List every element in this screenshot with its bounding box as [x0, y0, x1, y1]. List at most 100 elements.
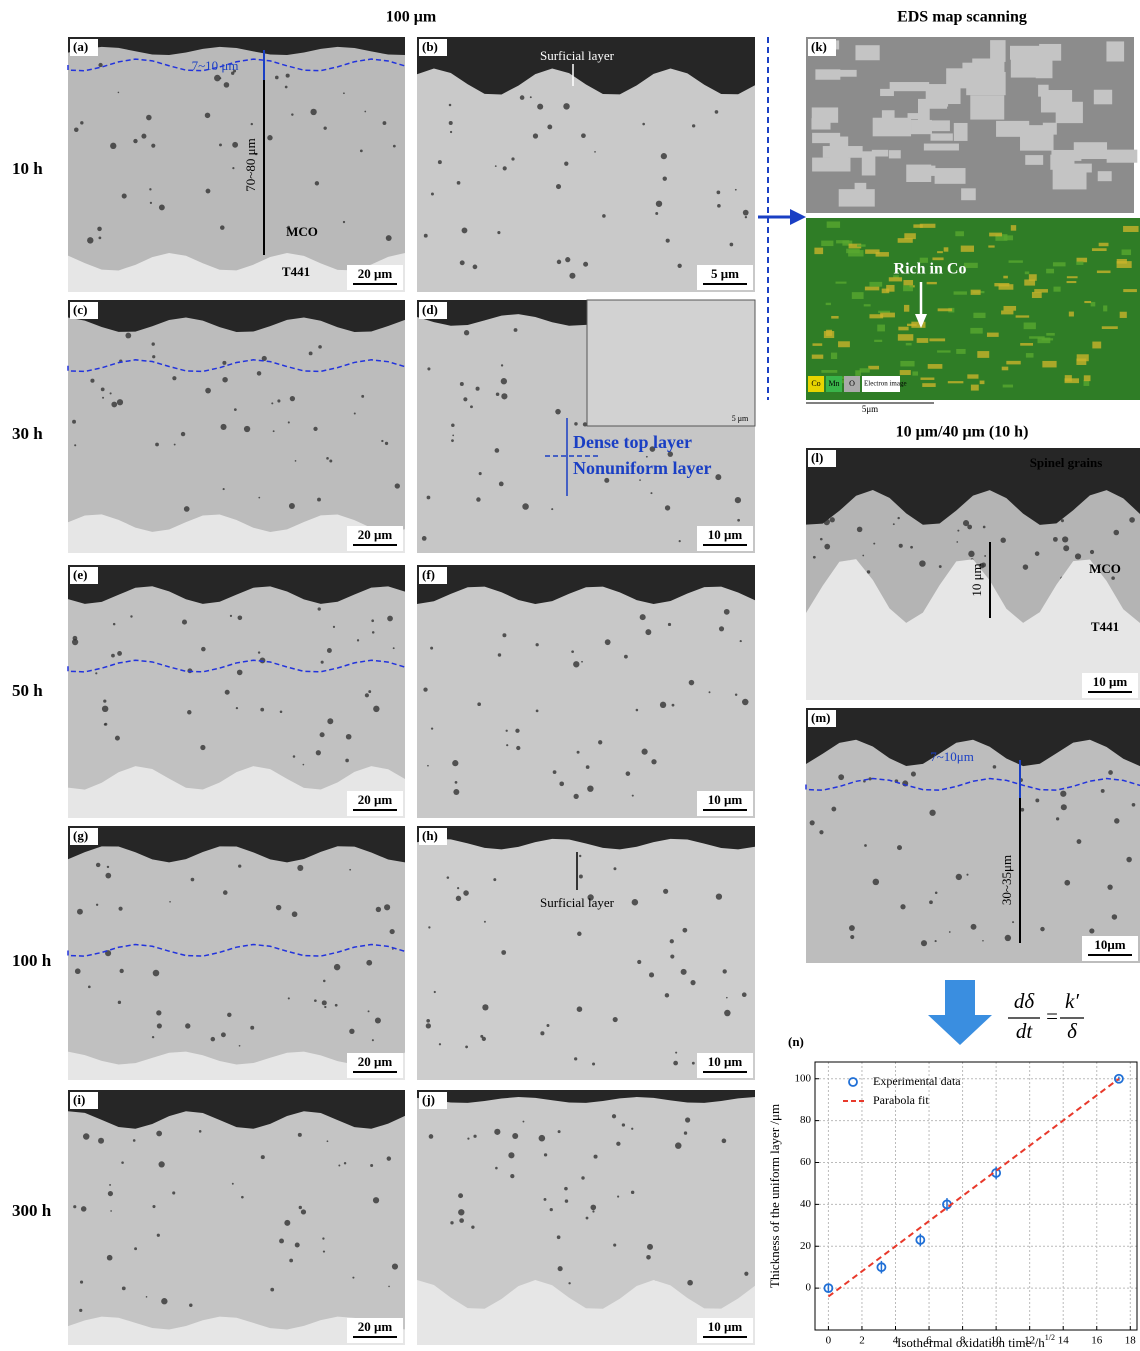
- pore: [102, 397, 104, 399]
- annotation: Surficial layer: [540, 895, 615, 910]
- pore: [1113, 530, 1119, 536]
- pore: [1075, 553, 1081, 559]
- phase: [924, 144, 959, 151]
- pore: [737, 519, 740, 522]
- pore: [1107, 884, 1112, 889]
- pore: [982, 940, 984, 942]
- pore: [458, 1193, 463, 1198]
- pore: [949, 931, 951, 933]
- co-rich: [906, 343, 912, 346]
- pore: [501, 364, 503, 366]
- x-axis-label-sup: 1/2: [1045, 1333, 1055, 1342]
- pore: [536, 643, 539, 646]
- pore: [555, 409, 561, 415]
- co-rich: [954, 291, 967, 294]
- pore: [349, 869, 351, 871]
- pore: [640, 614, 646, 620]
- pore: [152, 342, 155, 345]
- pore: [236, 707, 238, 709]
- pore: [344, 1162, 346, 1164]
- pore: [98, 1138, 104, 1144]
- pore: [692, 124, 695, 127]
- pore: [104, 723, 107, 726]
- pore: [267, 135, 272, 140]
- pore: [546, 1024, 549, 1027]
- panel-label: (d): [422, 302, 438, 317]
- pore: [484, 921, 486, 923]
- pore: [451, 439, 454, 442]
- pore: [221, 1032, 226, 1037]
- pore: [238, 615, 243, 620]
- co-rich: [944, 247, 949, 251]
- phase: [855, 183, 867, 199]
- pore: [911, 772, 916, 777]
- scale-label: 10 μm: [708, 527, 743, 542]
- pore: [864, 844, 867, 847]
- co-rich: [1001, 310, 1013, 314]
- annotation: 7~10μm: [930, 749, 974, 764]
- pore: [314, 999, 317, 1002]
- pore: [558, 1266, 563, 1271]
- pore: [586, 1217, 589, 1220]
- pore: [169, 901, 171, 903]
- panel-label: (j): [422, 1092, 435, 1107]
- pore: [1012, 921, 1014, 923]
- pore: [211, 1037, 216, 1042]
- pore: [646, 1255, 651, 1260]
- co-rich: [868, 366, 879, 370]
- pore: [277, 399, 280, 402]
- pore: [1035, 798, 1039, 802]
- co-rich: [1102, 326, 1118, 329]
- pore: [726, 997, 728, 999]
- pore: [742, 992, 747, 997]
- co-rich: [1084, 375, 1091, 381]
- scale-label: 10 μm: [708, 792, 743, 807]
- pore: [819, 830, 823, 834]
- phase: [961, 188, 976, 200]
- pore: [291, 113, 293, 115]
- x-tick-label: 2: [859, 1335, 865, 1347]
- co-rich: [911, 322, 925, 328]
- pore: [284, 1220, 290, 1226]
- pore: [385, 442, 388, 445]
- pore: [390, 929, 395, 934]
- pore: [428, 926, 430, 928]
- pore: [223, 890, 228, 895]
- pore: [1126, 857, 1132, 863]
- annotation: Nonuniform layer: [573, 458, 712, 478]
- pore: [275, 76, 279, 80]
- pore: [660, 702, 666, 708]
- phase: [1074, 142, 1107, 159]
- pore: [110, 392, 112, 394]
- co-rich: [1122, 249, 1131, 255]
- co-rich: [920, 378, 934, 380]
- annotation: 5 μm: [732, 414, 749, 423]
- pore: [373, 1197, 379, 1203]
- co-rich: [857, 244, 866, 246]
- legend-text: Co: [811, 379, 820, 388]
- pore: [577, 1006, 583, 1012]
- co-rich: [821, 241, 833, 246]
- pore: [869, 777, 872, 780]
- pore: [557, 260, 561, 264]
- pore: [740, 640, 742, 642]
- pore: [564, 162, 568, 166]
- x-tick-label: 0: [826, 1335, 832, 1347]
- pore: [303, 764, 305, 766]
- pore: [1056, 817, 1059, 820]
- co-rich: [1069, 312, 1074, 317]
- figure: 100 μm EDS map scanning 10 μm/40 μm (10 …: [0, 0, 1140, 1351]
- pore: [146, 1296, 148, 1298]
- pore: [1101, 789, 1105, 793]
- y-tick-label: 100: [795, 1072, 812, 1084]
- panel-label: (h): [422, 828, 438, 843]
- eq-part: k′: [1065, 989, 1079, 1013]
- phase: [1106, 41, 1124, 61]
- pore: [684, 1131, 687, 1134]
- pore: [665, 993, 669, 997]
- pore: [649, 972, 654, 977]
- pore: [309, 351, 313, 355]
- pore: [642, 749, 648, 755]
- pore: [577, 932, 581, 936]
- pore: [88, 986, 91, 989]
